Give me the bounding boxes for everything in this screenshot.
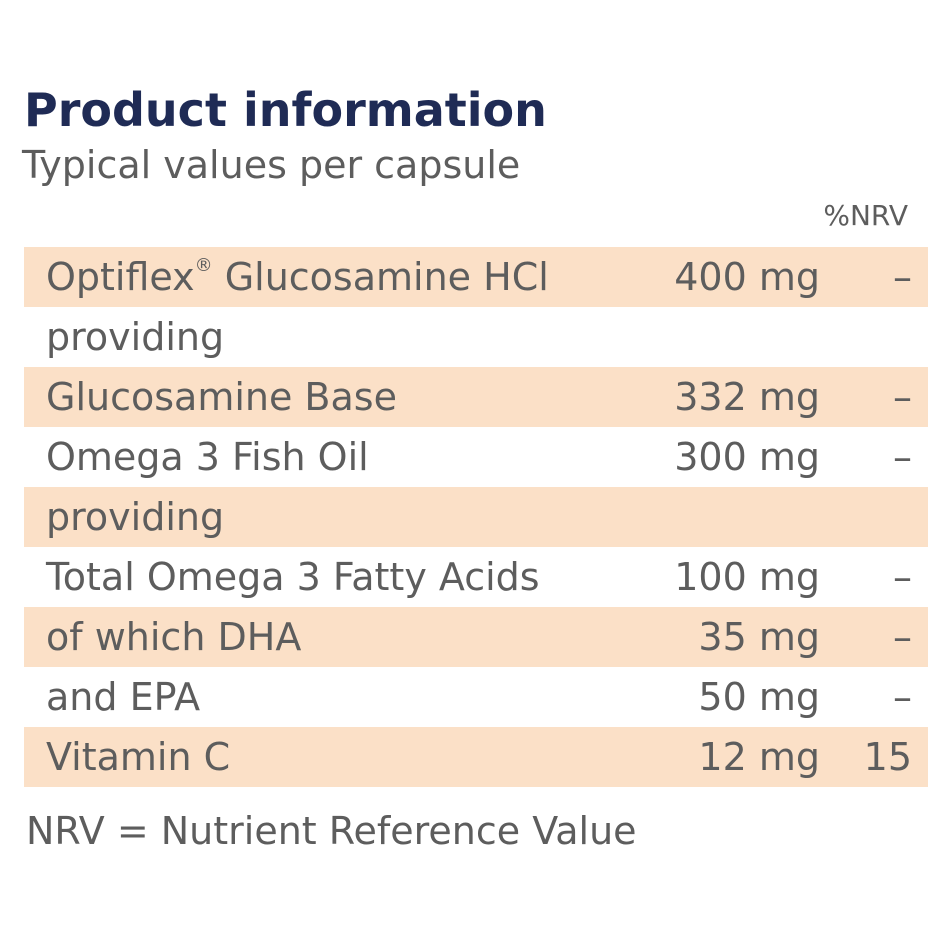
- table-row: providing: [24, 487, 928, 547]
- nutrition-table: Optiflex® Glucosamine HCl 400 mg – provi…: [24, 247, 928, 787]
- row-amount: 100 mg: [674, 555, 820, 599]
- row-amount: 50 mg: [698, 675, 820, 719]
- row-amount: 400 mg: [674, 255, 820, 299]
- table-row: Omega 3 Fish Oil 300 mg –: [24, 427, 928, 487]
- page-title: Product information: [24, 83, 547, 137]
- table-row: and EPA 50 mg –: [24, 667, 928, 727]
- table-row: Vitamin C 12 mg 15: [24, 727, 928, 787]
- row-amount: 12 mg: [698, 735, 820, 779]
- row-name: providing: [46, 315, 225, 359]
- row-nrv: 15: [863, 735, 912, 779]
- table-row: Total Omega 3 Fatty Acids 100 mg –: [24, 547, 928, 607]
- row-nrv: –: [893, 435, 912, 479]
- row-nrv: –: [893, 255, 912, 299]
- table-row: Glucosamine Base 332 mg –: [24, 367, 928, 427]
- table-row: Optiflex® Glucosamine HCl 400 mg –: [24, 247, 928, 307]
- registered-mark: ®: [194, 255, 213, 276]
- footnote: NRV = Nutrient Reference Value: [26, 809, 637, 853]
- row-name: Vitamin C: [46, 735, 231, 779]
- table-row: providing: [24, 307, 928, 367]
- row-amount: 300 mg: [674, 435, 820, 479]
- row-name-brand: Optiflex: [46, 255, 195, 299]
- nrv-column-header: %NRV: [823, 199, 908, 232]
- row-amount: 35 mg: [698, 615, 820, 659]
- row-name-rest: Glucosamine HCl: [212, 255, 549, 299]
- row-amount: 332 mg: [674, 375, 820, 419]
- row-nrv: –: [893, 375, 912, 419]
- row-nrv: –: [893, 555, 912, 599]
- row-name: providing: [46, 495, 225, 539]
- row-name: Glucosamine Base: [46, 375, 397, 419]
- row-name: Optiflex® Glucosamine HCl: [46, 247, 549, 307]
- row-name: of which DHA: [46, 615, 302, 659]
- page-subtitle: Typical values per capsule: [22, 143, 521, 187]
- row-name: Total Omega 3 Fatty Acids: [46, 555, 540, 599]
- row-nrv: –: [893, 675, 912, 719]
- table-row: of which DHA 35 mg –: [24, 607, 928, 667]
- row-name: Omega 3 Fish Oil: [46, 435, 369, 479]
- row-nrv: –: [893, 615, 912, 659]
- row-name: and EPA: [46, 675, 201, 719]
